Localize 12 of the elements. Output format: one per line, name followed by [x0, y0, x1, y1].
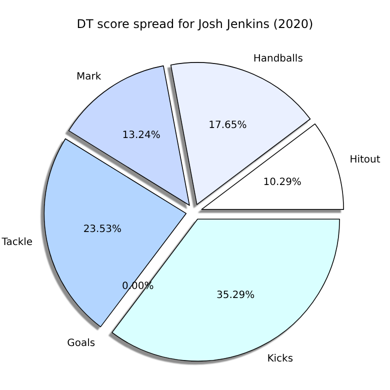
- data-label: 13.24%: [122, 130, 160, 141]
- slice-label: Handballs: [253, 54, 303, 65]
- slice-label: Mark: [76, 71, 102, 82]
- data-label: 17.65%: [208, 120, 247, 131]
- data-label: 10.29%: [263, 177, 302, 188]
- data-label: 35.29%: [216, 290, 255, 302]
- slice-label: Kicks: [267, 354, 294, 365]
- category-label: Goals: [67, 338, 96, 349]
- slice-label: Hitout: [350, 154, 380, 166]
- slice-label: Tackle: [0, 236, 33, 248]
- chart-title: DT score spread for Josh Jenkins (2020): [76, 17, 314, 31]
- data-label: 23.53%: [83, 224, 122, 235]
